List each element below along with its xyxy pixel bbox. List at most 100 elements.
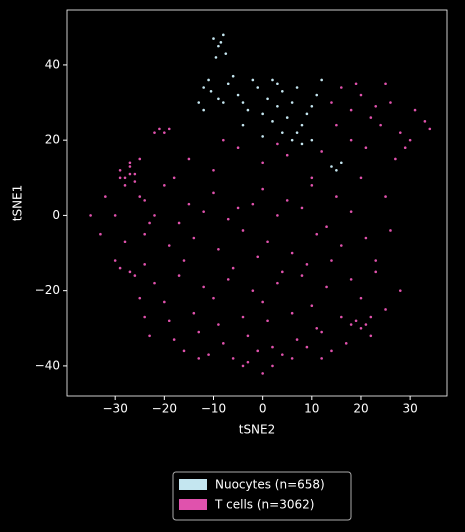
point: [330, 349, 333, 353]
point: [217, 44, 220, 48]
point: [320, 78, 323, 82]
point: [236, 146, 240, 149]
point: [138, 157, 142, 161]
point: [290, 251, 294, 255]
legend-swatch: [179, 499, 207, 510]
point: [241, 315, 245, 319]
point: [271, 78, 274, 82]
point: [300, 206, 304, 210]
point: [310, 176, 314, 180]
x-tick-label: 30: [402, 402, 417, 416]
point: [335, 168, 338, 172]
point: [340, 315, 343, 319]
point: [300, 142, 304, 146]
point: [163, 300, 166, 304]
point: [104, 195, 107, 198]
point: [128, 165, 132, 168]
point: [138, 195, 142, 198]
point: [266, 319, 269, 323]
point: [330, 165, 333, 168]
point: [310, 138, 314, 142]
point: [219, 41, 223, 44]
point: [364, 323, 368, 326]
point: [118, 176, 122, 180]
point: [167, 319, 171, 323]
point: [123, 240, 127, 244]
point: [349, 138, 353, 142]
point: [408, 138, 412, 142]
point: [305, 263, 309, 266]
point: [212, 296, 215, 300]
point: [246, 108, 250, 112]
point: [266, 97, 269, 101]
point: [246, 334, 250, 338]
point: [281, 270, 284, 274]
point: [290, 138, 294, 142]
point: [364, 146, 368, 149]
point: [192, 236, 196, 240]
point: [182, 259, 186, 262]
point: [276, 82, 279, 86]
point: [212, 37, 215, 40]
point: [349, 278, 353, 281]
legend-label: Nuocytes (n=658): [215, 478, 325, 492]
point: [300, 274, 304, 277]
point: [182, 349, 186, 353]
point: [209, 89, 213, 93]
point: [212, 168, 215, 172]
point: [398, 289, 402, 292]
point: [384, 195, 387, 198]
point: [354, 82, 358, 86]
point: [359, 326, 363, 330]
point: [413, 108, 417, 112]
point: [389, 229, 392, 232]
point: [222, 33, 225, 37]
point: [403, 146, 407, 149]
point: [340, 161, 343, 165]
y-tick-label: 20: [45, 133, 60, 147]
point: [113, 259, 117, 262]
point: [256, 349, 260, 353]
point: [202, 210, 205, 213]
point: [197, 357, 201, 360]
point: [143, 232, 146, 236]
point: [177, 221, 181, 225]
point: [123, 184, 127, 187]
point: [222, 101, 225, 104]
point: [330, 259, 333, 262]
point: [281, 131, 284, 134]
point: [226, 278, 230, 281]
point: [167, 127, 171, 131]
point: [163, 131, 166, 134]
point: [369, 116, 373, 119]
point: [226, 217, 230, 221]
point: [384, 308, 387, 311]
point: [133, 180, 137, 183]
point: [214, 56, 218, 59]
point: [241, 101, 245, 104]
point: [261, 372, 264, 375]
point: [394, 157, 397, 161]
point: [340, 244, 343, 247]
point: [369, 315, 373, 319]
point: [271, 364, 274, 368]
point: [261, 112, 264, 116]
point: [285, 153, 289, 157]
point: [123, 176, 127, 180]
point: [222, 342, 225, 345]
x-tick-label: −20: [152, 402, 177, 416]
point: [369, 334, 373, 338]
point: [374, 270, 378, 274]
point: [315, 232, 319, 236]
x-tick-label: 10: [304, 402, 319, 416]
point: [241, 364, 245, 368]
point: [310, 304, 314, 308]
point: [241, 123, 245, 127]
point: [207, 353, 210, 356]
point: [187, 202, 191, 206]
point: [217, 97, 220, 101]
point: [197, 330, 201, 334]
point: [236, 206, 240, 210]
point: [290, 311, 294, 315]
